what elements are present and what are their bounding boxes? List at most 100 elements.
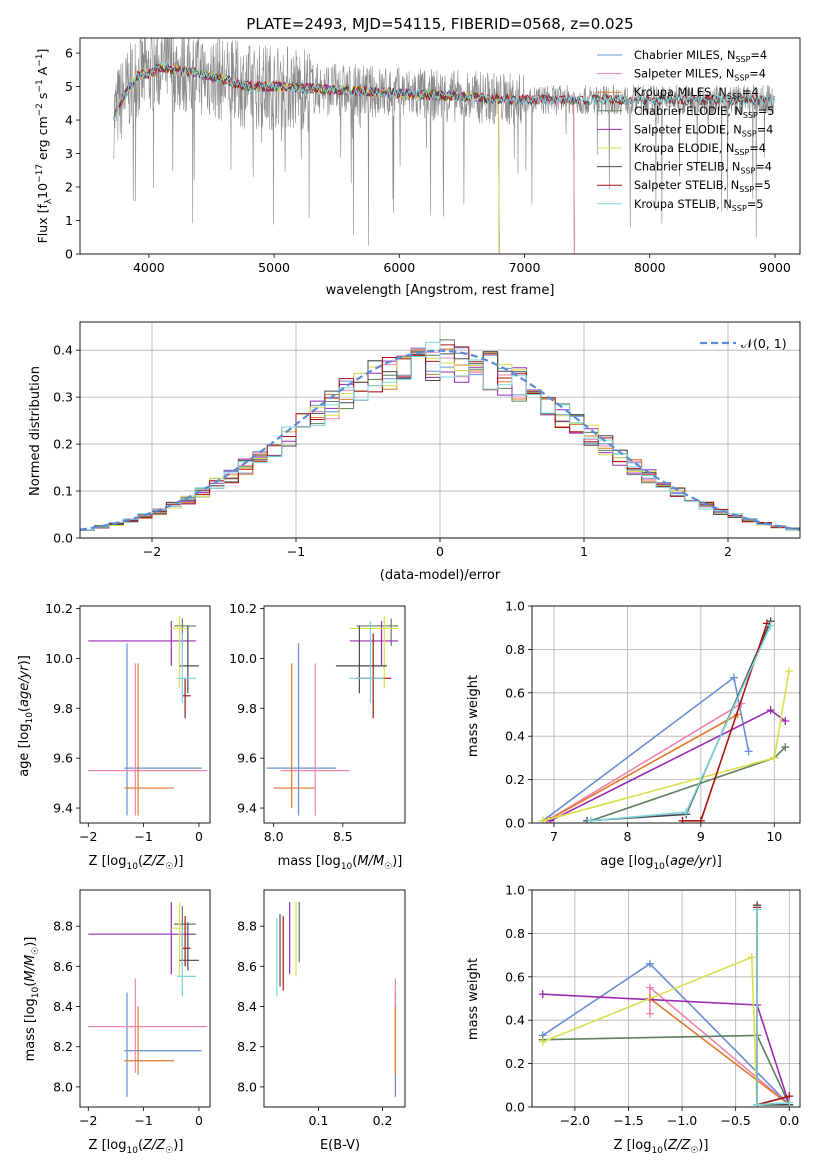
massEBV-ytick-label: 8.8 [237, 919, 257, 934]
mwZ-series-line [649, 985, 790, 1106]
spectrum-legend-entry: Kroupa MILES, NSSP=4 [634, 86, 759, 101]
massZ-xtick-label: −1 [134, 1113, 152, 1128]
mwAge-point [781, 743, 790, 752]
mwZ-ytick-label: 0.8 [505, 926, 525, 941]
ageZ-ylabel: age [log10(age/yr)] [17, 655, 35, 777]
ageMass-ytick-label: 10.2 [229, 601, 257, 616]
massZ-xlabel: Z [log10(Z/Z☉)] [89, 1138, 184, 1156]
mwZ-frame [531, 889, 801, 1108]
spectrum-legend-entry: Chabrier MILES, NSSP=4 [634, 49, 767, 64]
spectrum-ytick-label: 0 [65, 247, 73, 262]
mwZ-panel: −2.0 −1.5 −1.0 −0.5 0.0 0.0 0.2 0.4 0.6 0.8 1.0 [505, 883, 801, 1128]
mwZ-point [538, 1037, 547, 1046]
mwAge-xtick-label: 8 [623, 829, 631, 844]
massEBV-ytick-label: 8.4 [237, 999, 257, 1014]
mwAge-point [678, 816, 687, 823]
spectrum-xtick-label: 9000 [759, 260, 791, 275]
massEBV-xtick-label: 0.2 [373, 1113, 393, 1128]
mwAge-ytick-label: 0.0 [505, 816, 525, 831]
mwAge-ytick-label: 1.0 [505, 599, 525, 614]
spectrum-legend: Chabrier MILES, NSSP=4 Salpeter MILES, NS… [597, 49, 774, 213]
spectrum-panel: 4000 5000 6000 7000 8000 9000 0 1 2 3 4 5 6 Chabrier … [65, 37, 801, 275]
spectrum-observed-line [113, 38, 774, 246]
mwAge-xtick-label: 9 [697, 829, 705, 844]
spectrum-legend-entry: Salpeter MILES, NSSP=4 [634, 68, 766, 83]
ageZ-xtick-label: −2 [79, 829, 97, 844]
ageMass-xtick-label: 8.0 [264, 829, 284, 844]
spectrum-xtick-label: 6000 [383, 260, 415, 275]
mwZ-series-line [542, 1034, 791, 1106]
massZ-xtick-label: −2 [79, 1113, 97, 1128]
spectrum-legend-entry: Chabrier ELODIE, NSSP=5 [634, 105, 774, 120]
spectrum-legend-entry: Kroupa STELIB, NSSP=5 [634, 198, 763, 213]
massEBV-ytick-label: 8.0 [237, 1079, 257, 1094]
mwAge-point [696, 816, 705, 823]
spectrum-xlabel: wavelength [Angstrom, rest frame] [326, 283, 555, 298]
mwZ-ytick-label: 0.0 [505, 1100, 525, 1115]
massZ-ytick-label: 8.4 [53, 999, 73, 1014]
mwAge-plot-area [539, 617, 793, 823]
massEBV-ytick-label: 8.6 [237, 959, 257, 974]
mwZ-xtick-label: 0.0 [779, 1113, 799, 1128]
hist-ytick-label: 0.2 [53, 437, 73, 452]
ageZ-ytick-label: 10.0 [45, 651, 73, 666]
hist-xlabel: (data-model)/error [380, 568, 501, 583]
ageZ-plot-area [88, 615, 208, 816]
spectrum-legend-entry: Salpeter ELODIE, NSSP=4 [634, 123, 773, 138]
massZ-ylabel: mass [log10(M/M☉)] [23, 937, 41, 1062]
spectrum-legend-entry: Salpeter STELIB, NSSP=5 [634, 179, 771, 194]
hist-frame [79, 321, 801, 539]
mwZ-ytick-label: 0.6 [505, 969, 525, 984]
mwAge-ytick-label: 0.8 [505, 642, 525, 657]
ageZ-xlabel: Z [log10(Z/Z☉)] [89, 854, 184, 872]
spectrum-ytick-label: 4 [65, 113, 73, 128]
massEBV-panel: 0.1 0.2 8.0 8.2 8.4 8.6 8.8 [237, 889, 406, 1128]
massZ-panel: −2 −1 0 8.0 8.2 8.4 8.6 8.8 [53, 889, 211, 1128]
mwAge-series-line [542, 670, 790, 822]
ageMass-panel: 8.0 8.5 9.4 9.6 9.8 10.0 10.2 [229, 601, 406, 844]
massZ-ytick-label: 8.6 [53, 959, 73, 974]
ageZ-frame [79, 605, 211, 824]
massEBV-xlabel: E(B-V) [320, 1138, 360, 1153]
spectrum-xtick-label: 7000 [509, 260, 541, 275]
spectrum-frame [79, 37, 801, 255]
spectrum-legend-entry: Kroupa ELODIE, NSSP=4 [634, 142, 766, 157]
figure-title: PLATE=2493, MJD=54115, FIBERID=0568, z=0… [246, 15, 633, 33]
massZ-plot-area [88, 902, 208, 1097]
hist-legend-entry: 𝒩(0, 1) [741, 336, 787, 351]
hist-ytick-label: 0.3 [53, 390, 73, 405]
mwZ-xtick-label: −1.0 [667, 1113, 697, 1128]
mwAge-series-line [546, 702, 742, 822]
hist-xtick-label: −1 [287, 544, 305, 559]
mwAge-point [586, 816, 595, 823]
mwZ-xtick-label: −0.5 [721, 1113, 751, 1128]
mwZ-ylabel: mass weight [466, 958, 481, 1040]
mwZ-ytick-label: 1.0 [505, 883, 525, 898]
ageZ-xtick-label: 0 [195, 829, 203, 844]
massEBV-plot-area [276, 902, 396, 1097]
ageMass-ytick-label: 9.8 [237, 701, 257, 716]
massZ-xtick-label: 0 [195, 1113, 203, 1128]
ageZ-xtick-label: −1 [134, 829, 152, 844]
hist-ytick-label: 0.1 [53, 484, 73, 499]
spectrum-ylabel: Flux [fλ10−17 erg cm−2 s−1 A−1] [35, 49, 54, 244]
massZ-ytick-label: 8.8 [53, 919, 73, 934]
hist-ylabel: Normed distribution [28, 366, 43, 496]
hist-ytick-label: 0.0 [53, 531, 73, 546]
mwZ-point [645, 959, 654, 968]
mwAge-panel: 7 8 9 10 0.0 0.2 0.4 0.6 0.8 1.0 [505, 599, 801, 844]
mwAge-point [766, 621, 775, 630]
spectrum-ytick-label: 5 [65, 79, 73, 94]
mwAge-ytick-label: 0.2 [505, 772, 525, 787]
ageMass-ytick-label: 9.6 [237, 751, 257, 766]
ageMass-frame [263, 605, 406, 824]
mwAge-ytick-label: 0.4 [505, 729, 525, 744]
mwZ-point [747, 953, 756, 962]
mwZ-point [538, 990, 547, 999]
hist-xtick-label: 2 [724, 544, 732, 559]
mwZ-series-line [756, 909, 790, 1106]
hist-plot-area [80, 339, 800, 531]
spectrum-model-line [113, 64, 776, 121]
massZ-ytick-label: 8.0 [53, 1079, 73, 1094]
ageZ-ytick-label: 10.2 [45, 601, 73, 616]
